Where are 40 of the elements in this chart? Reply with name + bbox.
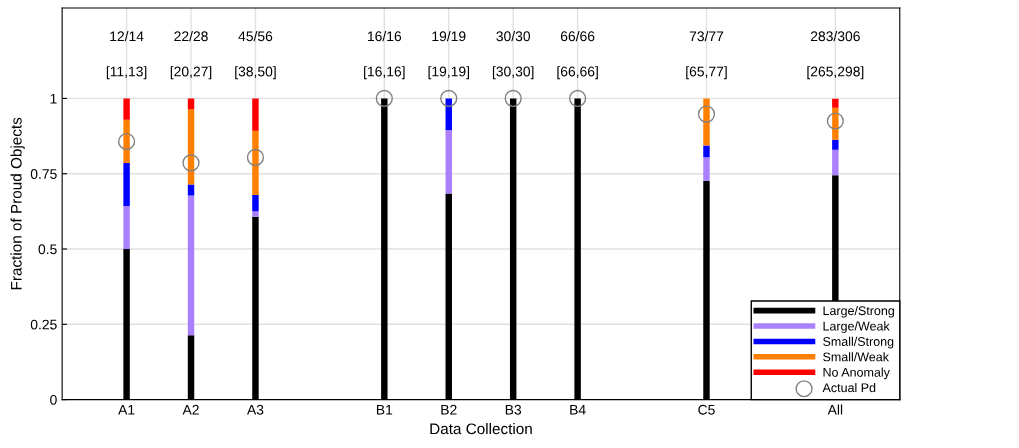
annotation: 30/30	[496, 30, 531, 42]
annotation: 73/77	[689, 30, 724, 42]
legend-label: Large/Strong	[823, 305, 894, 318]
annotation: 283/306	[810, 30, 860, 42]
annotation: [11,13]	[106, 66, 147, 80]
y-tick-label: 0.25	[30, 319, 57, 330]
y-tick-label: 1	[50, 93, 57, 104]
x-tick-label: C5	[698, 404, 715, 415]
annotation: 12/14	[110, 30, 144, 42]
legend-label: Large/Weak	[823, 321, 890, 334]
legend-label: Actual Pd	[822, 382, 876, 393]
annotation: 66/66	[560, 30, 595, 42]
legend-label: No Anomaly	[823, 367, 890, 380]
x-tick-label: A1	[118, 404, 135, 415]
annotation: 16/16	[368, 30, 402, 42]
y-axis-title: Fraction of Proud Objects	[10, 117, 25, 290]
legend-label: Small/Weak	[823, 352, 889, 362]
annotation: [19,19]	[428, 66, 469, 80]
annotation: [65,77]	[686, 66, 727, 80]
x-tick-label: A2	[182, 404, 199, 415]
annotation: 22/28	[174, 30, 208, 42]
x-tick-label: B2	[441, 404, 457, 415]
annotation: 45/56	[238, 30, 273, 42]
x-tick-label: B3	[505, 404, 522, 415]
x-tick-label: B1	[376, 404, 393, 415]
x-tick-label: A3	[246, 404, 264, 415]
legend-label: Small/Strong	[823, 336, 894, 349]
annotation: [66,66]	[557, 66, 598, 80]
x-axis-title: Data Collection	[430, 422, 532, 435]
y-tick-label: 0.5	[38, 244, 57, 255]
annotation: [30,30]	[492, 66, 534, 80]
annotation: 19/19	[432, 30, 466, 42]
x-tick-label: All	[827, 404, 843, 415]
x-tick-label: B4	[570, 404, 586, 415]
y-tick-label: 0	[50, 394, 57, 405]
annotation: [38,50]	[235, 66, 276, 80]
annotation: [265,298]	[807, 66, 864, 80]
y-tick-label: 0.75	[30, 169, 57, 179]
annotation: [16,16]	[364, 66, 405, 80]
annotation: [20,27]	[170, 66, 212, 80]
